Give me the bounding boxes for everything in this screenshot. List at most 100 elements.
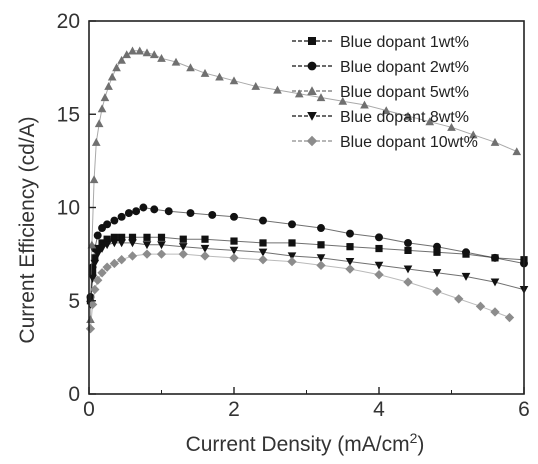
series-5-point bbox=[258, 255, 268, 265]
series-2-point bbox=[433, 242, 441, 251]
series-5-point bbox=[85, 324, 96, 334]
series-5-point bbox=[156, 249, 167, 259]
series-2-point bbox=[288, 220, 296, 229]
series-3-point bbox=[273, 85, 282, 94]
series-5-point bbox=[102, 262, 112, 272]
legend-3-label: Blue dopant 5wt% bbox=[340, 84, 469, 101]
series-3-point bbox=[338, 96, 348, 105]
legend-5-marker bbox=[306, 135, 318, 147]
series-1-point bbox=[433, 248, 441, 256]
series-2-point bbox=[93, 231, 102, 240]
series-3-point bbox=[107, 72, 117, 81]
series-1-point bbox=[98, 239, 106, 247]
series-5-point bbox=[454, 294, 464, 304]
series-3-point bbox=[200, 68, 210, 77]
series-5-point bbox=[90, 284, 100, 295]
series-2-point bbox=[186, 209, 195, 218]
series-2-point bbox=[132, 207, 141, 216]
series-3-point bbox=[86, 315, 95, 323]
x-axis-title: Current Density (mA/cm2) bbox=[186, 430, 425, 456]
series-1-point bbox=[91, 254, 99, 262]
series-3-point bbox=[186, 63, 195, 72]
y-tick-label: 0 bbox=[68, 383, 80, 406]
axes: 0 2 4 6 0 5 10 15 20 bbox=[57, 10, 530, 421]
series-4-point bbox=[432, 269, 442, 278]
series-3-point bbox=[112, 63, 121, 72]
y-tick-label: 15 bbox=[57, 103, 80, 126]
series-1-point bbox=[288, 239, 296, 247]
series-2-line bbox=[90, 206, 525, 298]
series-1-point bbox=[157, 233, 166, 241]
series-2-point bbox=[117, 212, 126, 221]
series-3-point bbox=[157, 53, 166, 62]
series-4-point bbox=[200, 244, 210, 253]
series-4-point bbox=[403, 265, 413, 274]
x-tick-label: 4 bbox=[373, 398, 385, 421]
legend-3-marker bbox=[307, 86, 317, 95]
series-2-point bbox=[259, 216, 267, 225]
series-3-point bbox=[468, 130, 478, 139]
series-3-point bbox=[512, 147, 522, 156]
series-3-point bbox=[251, 81, 261, 90]
series-3-point bbox=[381, 106, 391, 115]
series-3-point bbox=[122, 50, 132, 59]
series-3-point bbox=[97, 104, 107, 113]
series-2-point bbox=[230, 212, 238, 221]
series-4-point bbox=[374, 261, 384, 270]
series-5-point bbox=[142, 249, 152, 259]
series-3-point bbox=[316, 93, 326, 102]
series-3-point bbox=[447, 122, 456, 131]
series-2-point bbox=[110, 216, 119, 225]
series-3-point bbox=[360, 100, 369, 109]
legend-4-label: Blue dopant 8wt% bbox=[340, 109, 469, 126]
series-1-point bbox=[201, 235, 209, 243]
series-3-point bbox=[142, 48, 152, 57]
series-1-point bbox=[346, 243, 354, 251]
series-4-point bbox=[128, 239, 137, 248]
series-1-line bbox=[90, 236, 525, 301]
series-5-point bbox=[97, 268, 107, 278]
series-4-point bbox=[90, 259, 100, 268]
series-3-point bbox=[149, 50, 159, 59]
series-3-point bbox=[91, 137, 101, 146]
series-5-point bbox=[109, 258, 120, 269]
x-tick-label: 6 bbox=[518, 398, 530, 421]
legend-4-marker bbox=[307, 112, 317, 121]
series-2-point bbox=[346, 229, 354, 238]
series-3-point bbox=[89, 175, 99, 184]
series-4-point bbox=[178, 243, 188, 251]
x-tick-label: 2 bbox=[228, 398, 240, 421]
series-3-point bbox=[490, 137, 500, 146]
series-5-point bbox=[93, 275, 103, 285]
series-3-point bbox=[403, 111, 413, 120]
series-4-point bbox=[157, 241, 166, 250]
series-1-point bbox=[259, 239, 267, 247]
series-4-point bbox=[258, 248, 268, 257]
series-3-point bbox=[215, 72, 224, 81]
series-2-point bbox=[150, 205, 159, 214]
legend-2-marker bbox=[307, 61, 317, 71]
series-4-point bbox=[490, 278, 500, 287]
series-2-point bbox=[208, 211, 217, 219]
series-5-point bbox=[178, 249, 188, 259]
series-5-point bbox=[287, 256, 297, 267]
legend-5-label: Blue dopant 10wt% bbox=[340, 134, 478, 151]
series-5-point bbox=[345, 264, 355, 274]
series-3-point bbox=[117, 55, 126, 64]
series-3-point bbox=[294, 89, 304, 98]
series-2-point bbox=[124, 209, 133, 218]
y-tick-label: 5 bbox=[68, 290, 80, 313]
series-5-point bbox=[316, 260, 326, 270]
series-3-point bbox=[104, 81, 113, 90]
series-2-point bbox=[404, 238, 412, 247]
series-4-point bbox=[142, 241, 152, 250]
y-axis-title: Current Efficiency (cd/A) bbox=[16, 116, 39, 343]
series-1-point bbox=[103, 235, 111, 243]
plot-area bbox=[85, 46, 529, 334]
series-4-point bbox=[461, 272, 471, 281]
series-1-point bbox=[128, 233, 137, 241]
y-tick-label: 20 bbox=[57, 10, 80, 33]
series-2-point bbox=[375, 233, 383, 242]
legend-1-marker bbox=[308, 37, 316, 45]
